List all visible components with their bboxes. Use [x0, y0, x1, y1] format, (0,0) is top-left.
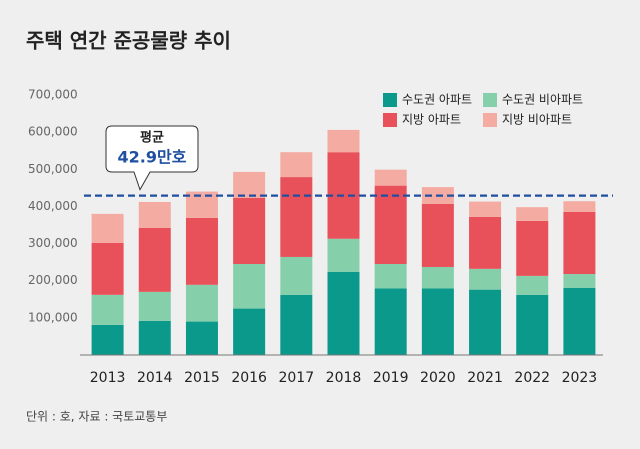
legend-swatch	[383, 113, 397, 127]
legend-swatch	[383, 93, 397, 107]
x-tick-label: 2016	[231, 370, 267, 386]
bar-segment	[327, 129, 360, 153]
bar-segment	[563, 274, 596, 288]
x-tick-label: 2019	[373, 370, 409, 386]
source-note: 단위 : 호, 자료 : 국토교통부	[26, 410, 167, 424]
y-tick-label: 300,000	[28, 236, 78, 250]
bar-segment	[138, 201, 171, 228]
bar-segment	[280, 177, 313, 257]
bar-segment	[280, 152, 313, 178]
x-tick-label: 2018	[326, 370, 362, 386]
x-tick-label: 2021	[467, 370, 503, 386]
bar-segment	[374, 264, 407, 289]
legend-swatch	[483, 113, 497, 127]
bar-segment	[374, 288, 407, 355]
chart-title: 주택 연간 준공물량 추이	[26, 29, 231, 53]
bar-segment	[233, 264, 266, 309]
bar-segment	[91, 242, 124, 295]
bar-segment	[516, 294, 549, 355]
bar-segment	[516, 275, 549, 295]
callout-box	[105, 125, 199, 191]
bar-segment	[421, 288, 454, 355]
legend-swatch	[483, 93, 497, 107]
bar-segment	[233, 308, 266, 355]
bar-segment	[233, 171, 266, 198]
callout-value: 42.9만호	[118, 148, 187, 167]
bar-segment	[469, 289, 502, 355]
bar-segment	[91, 213, 124, 243]
x-tick-label: 2015	[184, 370, 220, 386]
bar-segment	[421, 266, 454, 289]
bar-segment	[138, 320, 171, 355]
bar-segment	[469, 216, 502, 269]
bar-segment	[280, 256, 313, 295]
bar-segment	[233, 197, 266, 264]
bar-segment	[138, 227, 171, 292]
bar-segment	[185, 191, 218, 218]
bar-segment	[516, 220, 549, 276]
bar-segment	[469, 268, 502, 290]
bar-segment	[563, 212, 596, 275]
bar-segment	[185, 217, 218, 285]
legend-label: 지방 아파트	[402, 113, 461, 127]
legend-label: 지방 비아파트	[502, 113, 572, 127]
bar-segment	[516, 207, 549, 221]
bar-segment	[469, 201, 502, 217]
bar-segment	[138, 291, 171, 321]
y-tick-label: 500,000	[28, 162, 78, 176]
x-tick-label: 2017	[278, 370, 314, 386]
bar-segment	[280, 294, 313, 355]
y-tick-label: 600,000	[28, 125, 78, 139]
bar-segment	[327, 238, 360, 272]
x-tick-label: 2013	[90, 370, 126, 386]
x-tick-label: 2023	[562, 370, 598, 386]
legend-label: 수도권 아파트	[402, 93, 472, 107]
bar-segment	[374, 185, 407, 264]
bar-segment	[327, 271, 360, 355]
bar-segment	[563, 287, 596, 355]
bar-segment	[185, 321, 218, 355]
y-tick-label: 200,000	[28, 273, 78, 287]
bar-segment	[91, 324, 124, 355]
y-tick-label: 700,000	[28, 88, 78, 102]
bar-segment	[421, 203, 454, 267]
x-tick-label: 2020	[420, 370, 456, 386]
bar-segment	[185, 284, 218, 322]
y-tick-label: 100,000	[28, 310, 78, 324]
bar-segment	[91, 294, 124, 325]
callout-title: 평균	[140, 130, 164, 146]
legend-label: 수도권 비아파트	[502, 93, 583, 107]
x-tick-label: 2014	[137, 370, 173, 386]
x-tick-label: 2022	[514, 370, 550, 386]
y-tick-label: 400,000	[28, 199, 78, 213]
bar-segment	[374, 169, 407, 186]
bar-segment	[563, 201, 596, 212]
